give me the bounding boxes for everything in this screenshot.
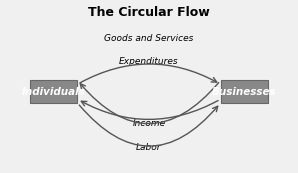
- Text: Income: Income: [132, 119, 166, 128]
- FancyArrowPatch shape: [79, 105, 218, 146]
- FancyBboxPatch shape: [30, 80, 77, 103]
- Text: The Circular Flow: The Circular Flow: [88, 6, 210, 19]
- FancyArrowPatch shape: [80, 83, 219, 124]
- Text: Expenditures: Expenditures: [119, 57, 179, 66]
- FancyArrowPatch shape: [80, 64, 217, 83]
- Text: Labor: Labor: [136, 143, 162, 152]
- Text: Goods and Services: Goods and Services: [104, 34, 194, 43]
- FancyBboxPatch shape: [221, 80, 268, 103]
- Text: Individuals: Individuals: [22, 87, 86, 97]
- FancyArrowPatch shape: [81, 101, 218, 119]
- Text: Businesses: Businesses: [212, 87, 277, 97]
